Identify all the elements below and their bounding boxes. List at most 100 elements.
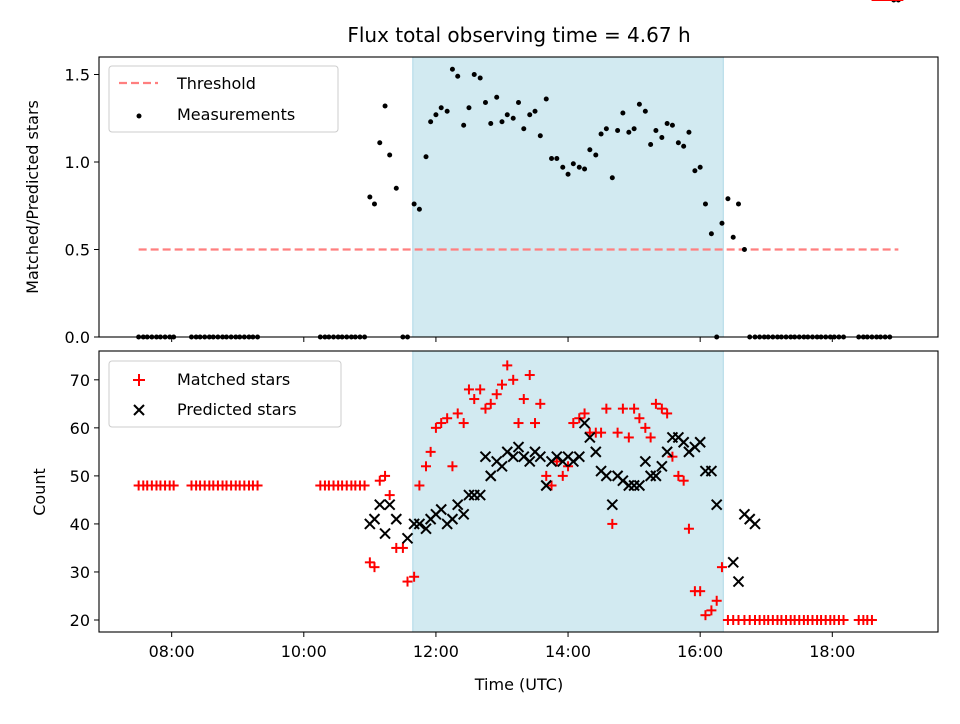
measurements-point bbox=[686, 129, 692, 135]
measurements-point bbox=[735, 201, 741, 207]
measurements-point bbox=[659, 135, 665, 140]
predicted-stars-point bbox=[749, 518, 761, 530]
matched-stars-point bbox=[607, 518, 618, 529]
matched-stars-point bbox=[491, 389, 502, 400]
x-tick-label: 08:00 bbox=[149, 642, 195, 661]
top-y-tick-label: 1.5 bbox=[65, 66, 90, 85]
measurements-point bbox=[669, 122, 675, 128]
measurements-point bbox=[636, 101, 642, 107]
matched-stars-point bbox=[397, 542, 408, 553]
matched-stars-point bbox=[596, 427, 607, 438]
predicted-stars-point bbox=[413, 518, 426, 530]
predicted-stars-point bbox=[639, 455, 652, 468]
top-y-tick-label: 1.0 bbox=[65, 153, 90, 172]
matched-stars-point bbox=[430, 422, 441, 433]
measurements-point bbox=[609, 175, 615, 181]
matched-stars-point bbox=[617, 403, 628, 414]
legend-matched-swatch bbox=[133, 374, 145, 386]
measurements-point bbox=[510, 115, 516, 121]
matched-stars-point bbox=[568, 418, 579, 429]
bottom-series-layer bbox=[133, 0, 904, 625]
measurements-point bbox=[488, 121, 494, 126]
measurements-point bbox=[582, 166, 588, 172]
matched-stars-point bbox=[496, 379, 507, 390]
measurements-point bbox=[393, 185, 399, 191]
predicted-stars-point bbox=[633, 479, 646, 492]
matched-stars-point bbox=[535, 398, 546, 409]
measurements-point bbox=[664, 121, 670, 126]
top-x-ticks bbox=[171, 337, 833, 342]
matched-stars-point bbox=[409, 571, 420, 582]
predicted-stars-point bbox=[606, 499, 619, 511]
measurements-point bbox=[615, 128, 621, 133]
measurements-point bbox=[494, 94, 500, 100]
predicted-stars-point bbox=[590, 446, 602, 458]
measurements-point bbox=[725, 196, 731, 202]
matched-stars-point bbox=[414, 480, 425, 491]
measurements-point bbox=[433, 112, 439, 118]
matched-stars-point bbox=[656, 403, 667, 414]
matched-stars-point bbox=[475, 384, 486, 395]
top-y-ticks: 0.0 0.5 1.0 1.5 bbox=[65, 66, 99, 347]
predicted-stars-point bbox=[401, 532, 414, 545]
matched-stars-point bbox=[502, 360, 513, 371]
top-y-tick-label: 0.5 bbox=[65, 241, 90, 260]
matched-stars-point bbox=[369, 562, 380, 573]
matched-stars-point bbox=[634, 413, 645, 424]
matched-stars-point bbox=[452, 408, 463, 419]
predicted-stars-point bbox=[383, 499, 396, 511]
legend-predicted-label: Predicted stars bbox=[177, 400, 297, 419]
predicted-stars-point bbox=[507, 450, 519, 463]
predicted-stars-point bbox=[656, 460, 668, 472]
matched-stars-point bbox=[650, 398, 661, 409]
matched-stars-point bbox=[640, 422, 651, 433]
matched-stars-point bbox=[402, 576, 413, 587]
matched-stars-point bbox=[629, 403, 640, 414]
top-panel: 0.0 0.5 1.0 1.5 Matched/Predicted stars Thr… bbox=[23, 0, 939, 347]
predicted-stars-point bbox=[435, 503, 447, 516]
predicted-stars-point bbox=[485, 470, 497, 482]
matched-stars-point bbox=[574, 413, 585, 424]
measurements-point bbox=[367, 194, 373, 200]
matched-stars-point bbox=[513, 418, 524, 429]
bottom-y-axis-title: Count bbox=[30, 468, 49, 516]
bottom-panel: 20 30 40 50 60 70 08:00 10:00 12:00 14:00 16:00 18… bbox=[30, 0, 939, 694]
predicted-stars-point bbox=[452, 499, 464, 511]
matched-stars-point bbox=[662, 408, 673, 419]
measurements-point bbox=[438, 105, 444, 111]
measurements-point bbox=[527, 112, 533, 118]
predicted-stars-point bbox=[474, 489, 486, 501]
bottom-y-tick-label: 20 bbox=[70, 611, 90, 630]
top-legend: Threshold Measurements bbox=[108, 65, 339, 133]
matched-stars-point bbox=[623, 432, 634, 443]
matched-stars-point bbox=[436, 418, 447, 429]
bottom-legend-box bbox=[108, 360, 342, 428]
predicted-stars-point bbox=[661, 446, 673, 458]
matched-stars-point bbox=[541, 470, 552, 481]
matched-stars-point bbox=[563, 461, 574, 472]
matched-stars-point bbox=[463, 384, 474, 395]
predicted-stars-point bbox=[732, 575, 745, 588]
measurements-point bbox=[642, 108, 648, 114]
matched-stars-point bbox=[508, 374, 519, 385]
bottom-y-ticks: 20 30 40 50 60 70 bbox=[70, 371, 99, 630]
matched-stars-point bbox=[700, 610, 711, 621]
measurements-point bbox=[593, 152, 599, 158]
legend-threshold-label: Threshold bbox=[176, 74, 256, 93]
matched-stars-point bbox=[384, 490, 395, 501]
predicted-stars-point bbox=[379, 527, 391, 540]
measurements-point bbox=[719, 220, 725, 226]
measurements-point bbox=[603, 126, 609, 132]
predicted-stars-point bbox=[677, 436, 690, 448]
matched-stars-point bbox=[838, 614, 849, 625]
x-tick-label: 18:00 bbox=[809, 642, 855, 661]
measurements-point bbox=[730, 234, 736, 240]
measurements-point bbox=[576, 164, 582, 170]
measurements-point bbox=[482, 100, 488, 105]
predicted-stars-point bbox=[710, 499, 723, 511]
measurements-point bbox=[587, 147, 593, 153]
top-y-tick-label: 0.0 bbox=[65, 328, 90, 347]
predicted-stars-point bbox=[446, 513, 459, 525]
top-legend-box bbox=[108, 65, 339, 133]
measurements-point bbox=[620, 110, 626, 116]
